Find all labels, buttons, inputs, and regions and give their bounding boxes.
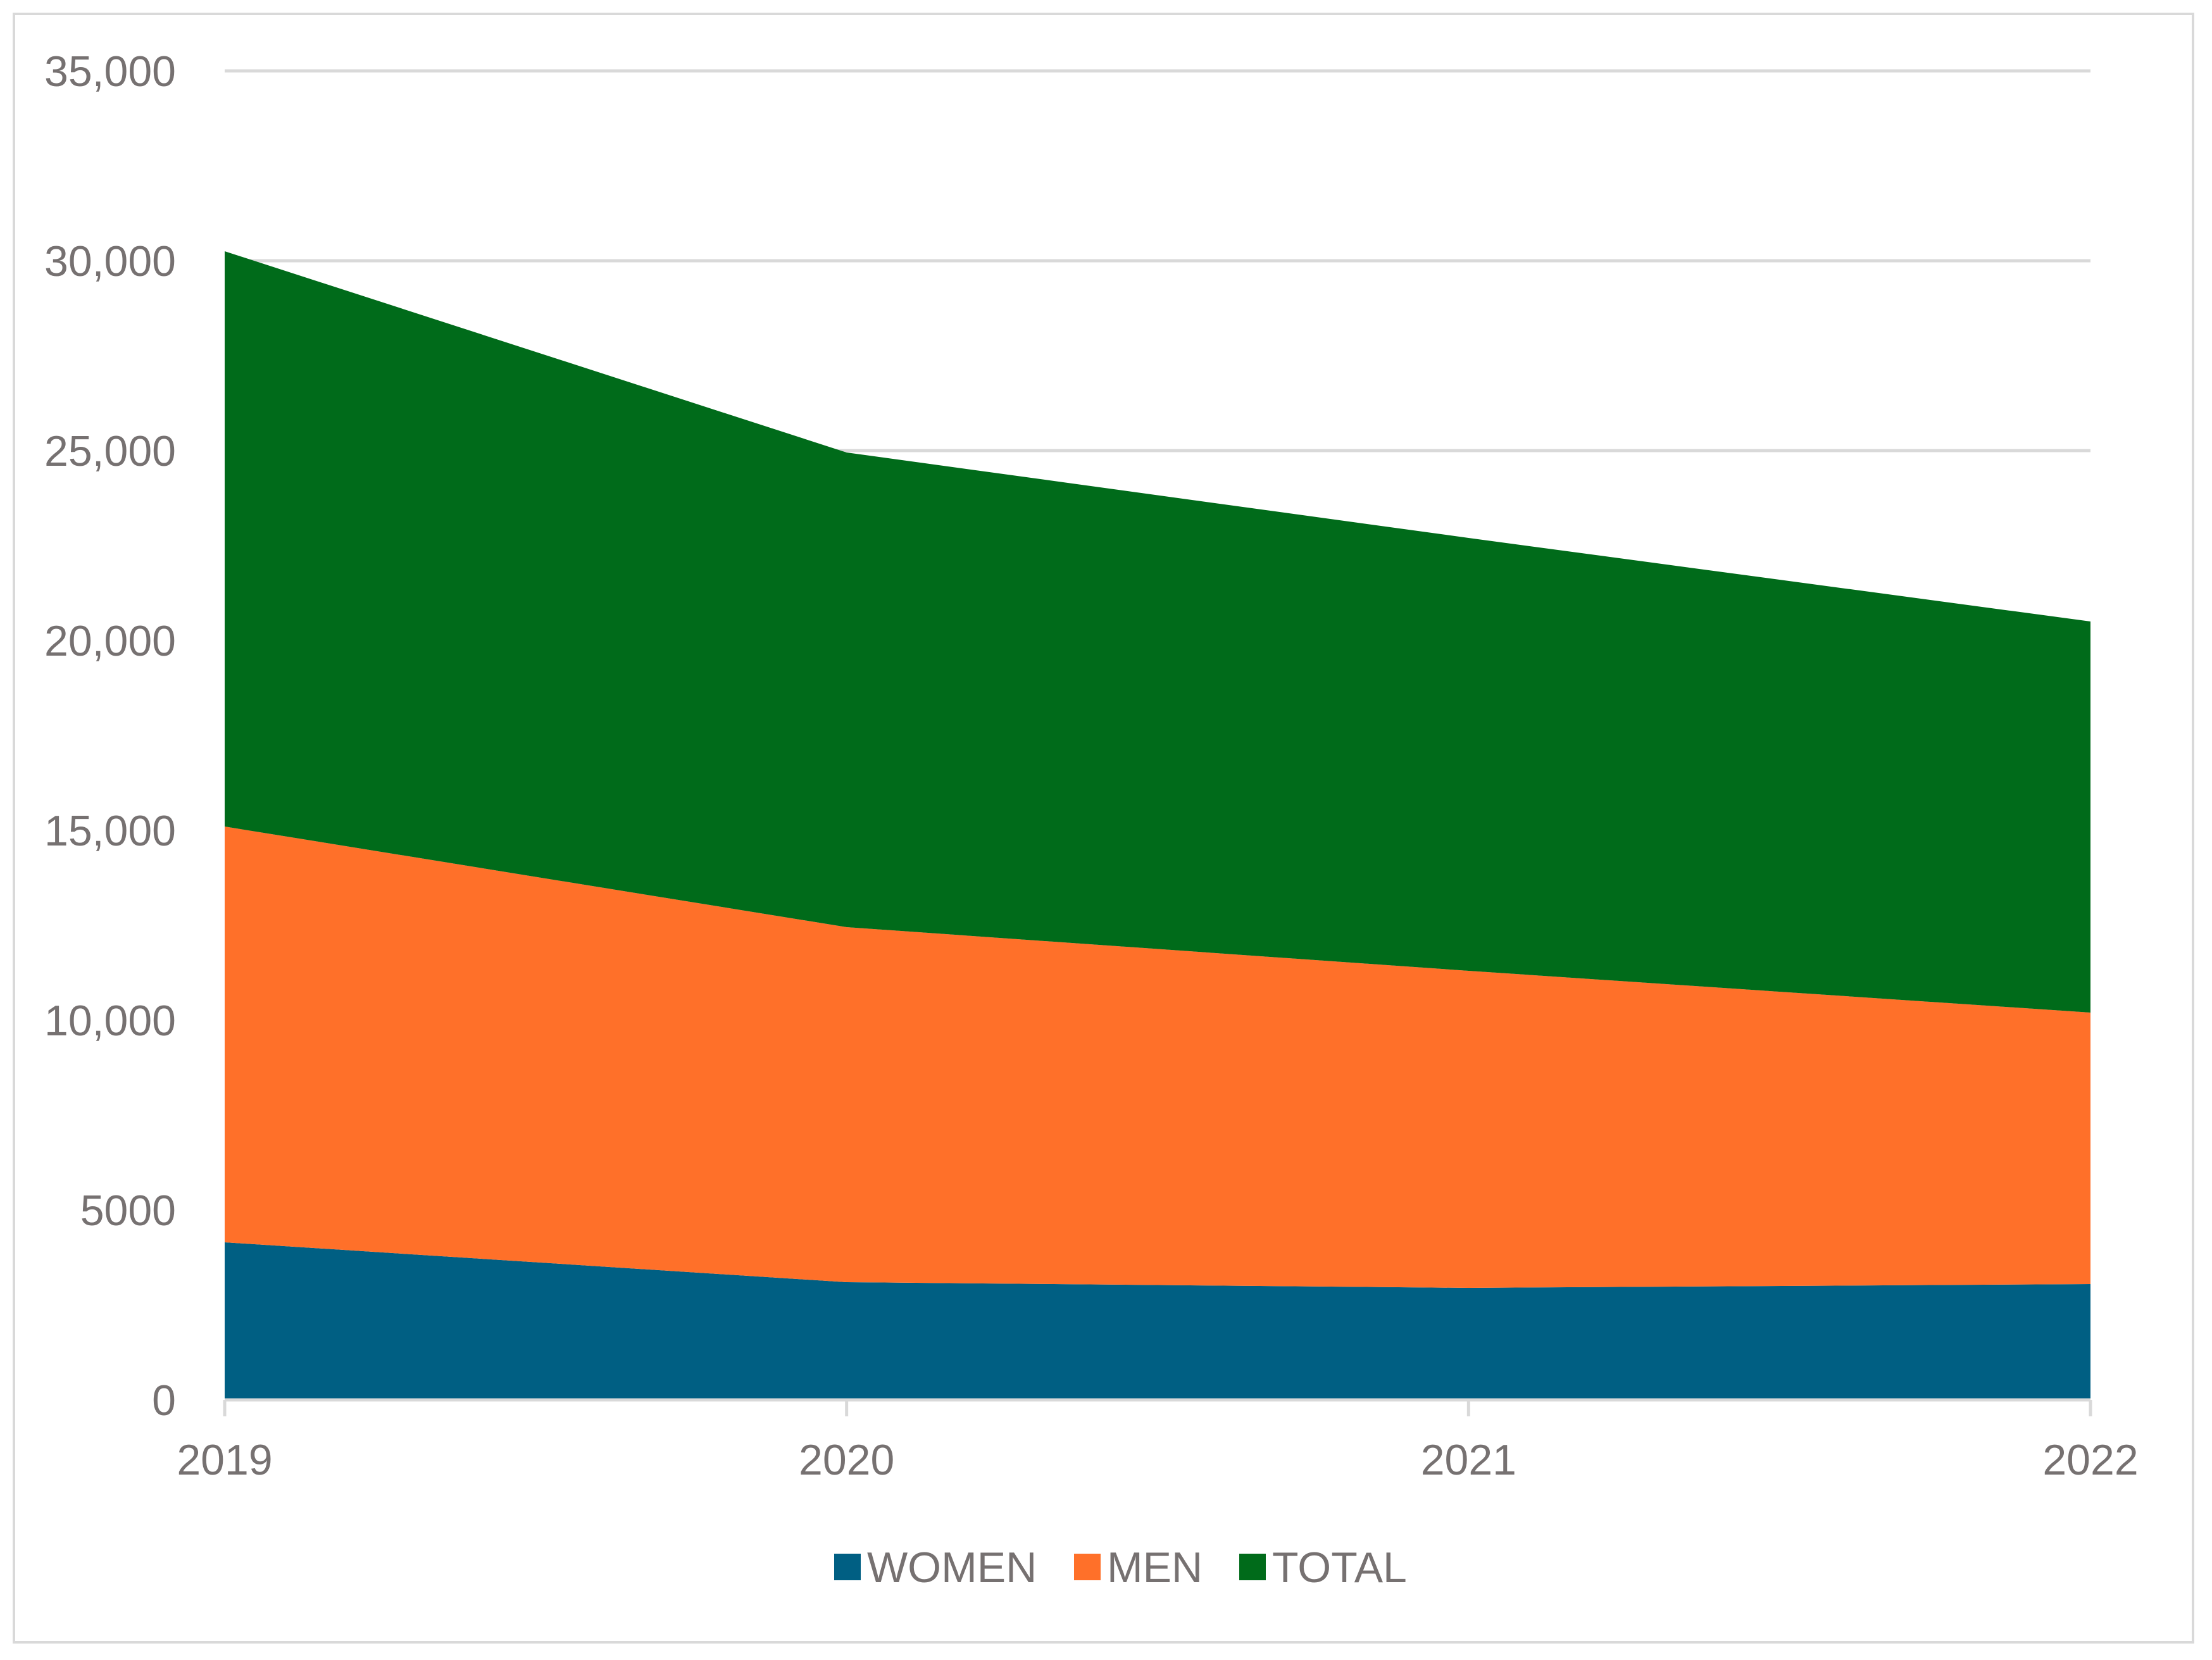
y-tick-label: 15,000 [44, 807, 176, 855]
area-total [225, 251, 2090, 1013]
x-axis-tick-labels: 2019 2020 2021 2022 [177, 1436, 2138, 1484]
legend-label: WOMEN [867, 1544, 1037, 1592]
y-tick-label: 35,000 [44, 47, 176, 96]
y-tick-label: 30,000 [44, 237, 176, 285]
y-tick-label: 10,000 [44, 997, 176, 1045]
legend-swatch [834, 1554, 861, 1580]
area-women [225, 1242, 2090, 1400]
x-tick-label: 2022 [2042, 1436, 2138, 1484]
legend-item-women: WOMEN [834, 1544, 1037, 1592]
legend-swatch [1074, 1554, 1101, 1580]
legend: WOMEN MEN TOTAL [834, 1544, 1407, 1592]
x-tick-label: 2020 [799, 1436, 894, 1484]
x-tick-label: 2019 [177, 1436, 272, 1484]
area-men [225, 827, 2090, 1288]
x-axis [223, 1398, 2092, 1416]
y-axis-tick-labels: 0 5000 10,000 15,000 20,000 25,000 30,000 35,00… [44, 47, 176, 1425]
y-tick-label: 25,000 [44, 427, 176, 475]
legend-label: MEN [1107, 1544, 1203, 1592]
area-series [225, 251, 2090, 1400]
y-tick-label: 5000 [80, 1187, 176, 1235]
legend-item-total: TOTAL [1239, 1544, 1407, 1592]
legend-item-men: MEN [1074, 1544, 1203, 1592]
y-tick-label: 0 [152, 1376, 176, 1425]
legend-swatch [1239, 1554, 1266, 1580]
legend-label: TOTAL [1272, 1544, 1407, 1592]
x-tick-label: 2021 [1421, 1436, 1516, 1484]
y-tick-label: 20,000 [44, 617, 176, 665]
